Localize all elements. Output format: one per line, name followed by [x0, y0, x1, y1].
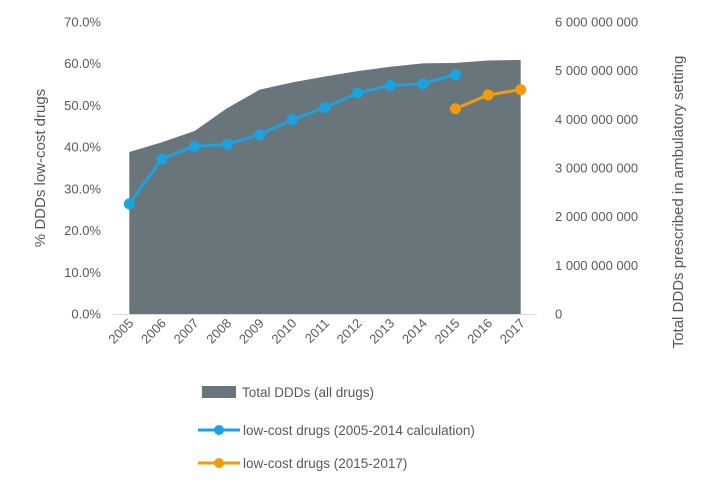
legend-item-low-cost-2005-2014: low-cost drugs (2005-2014 calculation): [198, 423, 475, 438]
series-0-point-2012: [352, 87, 364, 99]
y-left-axis-title: % DDDs low-cost drugs: [32, 89, 49, 247]
series-0-point-2007: [189, 140, 201, 152]
y-right-axis-title: Total DDDs prescribed in ambulatory sett…: [670, 56, 687, 349]
legend-label-total-ddds: Total DDDs (all drugs): [242, 385, 374, 400]
series-0-point-2014: [417, 78, 429, 90]
series-0-point-2009: [254, 129, 266, 141]
series-0-point-2011: [319, 102, 331, 114]
y-right-tick-label: 2 000 000 000: [555, 209, 638, 224]
x-tick-label: 2015: [432, 316, 463, 347]
x-tick-label: 2010: [268, 316, 299, 347]
legend-swatch-area: [202, 386, 236, 398]
y-right-tick-label: 4 000 000 000: [555, 112, 638, 127]
series-1-point-2016: [482, 89, 494, 101]
y-right-tick-label: 0: [555, 307, 562, 322]
legend-label-low-cost-2005-2014: low-cost drugs (2005-2014 calculation): [243, 423, 475, 438]
x-tick-label: 2007: [171, 316, 202, 347]
legend-item-low-cost-2015-2017: low-cost drugs (2015-2017): [198, 456, 407, 471]
y-right-tick-label: 5 000 000 000: [555, 63, 638, 78]
x-tick-label: 2005: [105, 316, 136, 347]
x-tick-label: 2014: [399, 316, 430, 347]
x-tick-label: 2012: [334, 316, 365, 347]
x-tick-label: 2013: [366, 316, 397, 347]
series-0-point-2013: [384, 79, 396, 91]
series-0-point-2010: [286, 114, 298, 126]
x-tick-label: 2017: [497, 316, 528, 347]
series-0-point-2015: [449, 69, 461, 81]
y-left-tick-label: 60.0%: [64, 56, 101, 71]
x-tick-label: 2006: [138, 316, 169, 347]
x-tick-label: 2016: [464, 316, 495, 347]
legend-label-low-cost-2015-2017: low-cost drugs (2015-2017): [243, 456, 407, 471]
y-left-tick-label: 50.0%: [64, 98, 101, 113]
y-left-tick-label: 30.0%: [64, 181, 101, 196]
y-right-tick-label: 3 000 000 000: [555, 161, 638, 176]
legend-marker-orange: [214, 458, 224, 468]
series-1-point-2015: [449, 103, 461, 115]
series-0-point-2008: [221, 138, 233, 150]
y-left-tick-label: 40.0%: [64, 140, 101, 155]
legend-item-total-ddds: Total DDDs (all drugs): [202, 385, 374, 400]
x-tick-label: 2009: [236, 316, 267, 347]
y-right-tick-label: 6 000 000 000: [555, 15, 638, 30]
legend-marker-blue: [214, 425, 224, 435]
y-left-tick-label: 20.0%: [64, 223, 101, 238]
series-0-point-2005: [123, 198, 135, 210]
y-left-tick-label: 70.0%: [64, 15, 101, 30]
line-layer: [123, 69, 527, 210]
y-right-tick-label: 1 000 000 000: [555, 258, 638, 273]
y-left-tick-label: 0.0%: [71, 307, 101, 322]
series-0-point-2006: [156, 153, 168, 165]
axis-layer: 0.0% 10.0% 20.0% 30.0% 40.0% 50.0% 60.0% 70.0% 0…: [64, 15, 638, 347]
total-ddds-area: [129, 59, 521, 315]
x-tick-label: 2008: [203, 316, 234, 347]
legend: Total DDDs (all drugs) low-cost drugs (2…: [198, 385, 475, 471]
area-layer: [129, 59, 521, 315]
y-left-tick-label: 10.0%: [64, 265, 101, 280]
x-tick-label: 2011: [302, 316, 332, 346]
series-1-point-2017: [515, 84, 527, 96]
